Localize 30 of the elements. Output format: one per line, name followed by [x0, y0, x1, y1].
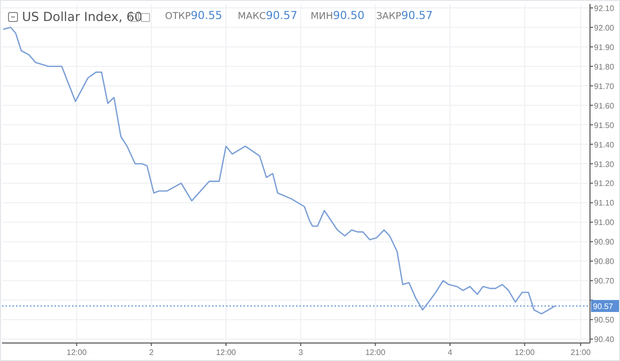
y-tick-label: 91.30	[594, 160, 615, 169]
annotation: ЗАКР90.57	[376, 9, 433, 22]
x-tick-label: 3	[298, 348, 304, 357]
y-tick-label: 91.50	[594, 120, 615, 130]
y-tick-label: 91.60	[594, 101, 615, 110]
y-tick-label: 91.10	[594, 198, 615, 208]
annotation: МИН90.50	[310, 9, 365, 22]
x-tick-label: 12:00	[514, 348, 536, 357]
y-tick-label: 91.80	[594, 62, 615, 72]
y-tick-label: 90.70	[594, 276, 615, 286]
x-tick-label: 12:00	[66, 348, 88, 357]
ref-line-label: 90.57	[593, 302, 614, 311]
annotation: ОТКР90.55	[165, 9, 222, 22]
x-tick-label: 12:00	[365, 348, 386, 357]
y-tick-label: 91.40	[594, 140, 615, 150]
y-tick-label: 91.20	[594, 179, 615, 188]
y-tick-label: 92.10	[594, 4, 615, 13]
y-tick-label: 90.80	[594, 257, 615, 266]
x-tick-label: 21:00	[570, 348, 592, 357]
y-tick-label: 91.00	[594, 218, 615, 228]
y-tick-label: 90.90	[594, 238, 615, 247]
x-tick-label: 4	[448, 348, 453, 357]
y-tick-label: 92.00	[594, 23, 615, 32]
annotation: МАКС90.57	[238, 9, 298, 22]
y-tick-label: 90.40	[594, 335, 615, 344]
x-tick-label: 12:00	[216, 348, 237, 357]
x-tick-label: 2	[149, 348, 154, 357]
y-tick-label: 90.50	[594, 316, 615, 325]
y-tick-label: 91.70	[594, 82, 615, 91]
y-tick-label: 91.90	[594, 42, 615, 52]
